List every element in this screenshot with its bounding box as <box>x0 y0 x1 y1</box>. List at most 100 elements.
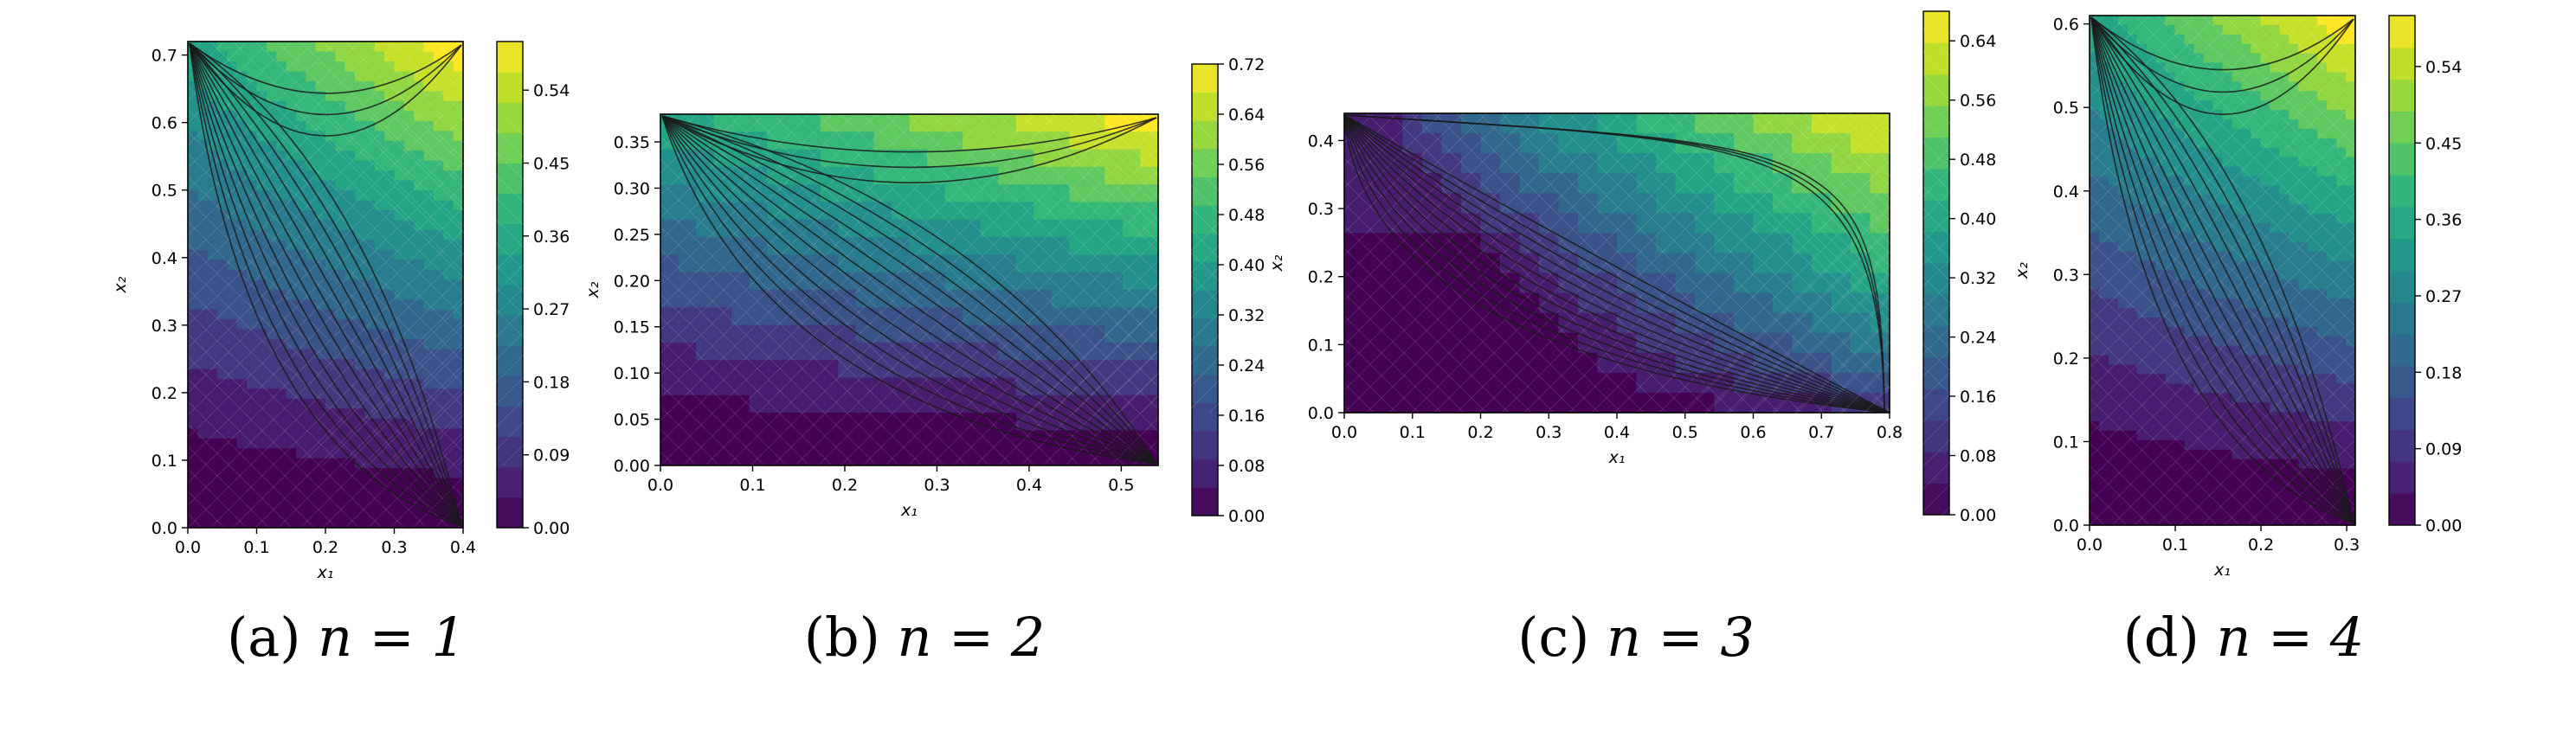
heat-cell <box>247 71 258 82</box>
heat-cell <box>1383 273 1404 294</box>
heat-cell <box>453 378 464 390</box>
heat-cell <box>2146 91 2157 101</box>
colorbar-band <box>1192 148 1218 178</box>
heat-cell <box>2127 383 2138 394</box>
heat-cell <box>2317 516 2328 526</box>
heat-cell <box>1441 332 1462 354</box>
heat-cell <box>927 184 946 203</box>
heat-cell <box>423 299 435 311</box>
heat-cell <box>1597 352 1618 374</box>
heat-cell <box>838 114 857 132</box>
heat-cell <box>2270 468 2280 479</box>
mesh-line <box>0 145 383 529</box>
heat-cell <box>1402 193 1423 214</box>
heat-cell <box>2117 214 2128 224</box>
heat-cell <box>2251 468 2261 479</box>
heat-cell <box>2117 317 2128 328</box>
heat-cell <box>403 80 415 92</box>
heat-cell <box>2241 270 2251 281</box>
heat-cell <box>227 260 238 271</box>
mesh-line <box>1816 112 2117 414</box>
heat-cell <box>2090 374 2100 384</box>
heat-cell <box>217 229 229 241</box>
heat-cell <box>749 202 768 221</box>
colorbar-tick-label: 0.16 <box>1228 407 1265 426</box>
heat-cell <box>1773 133 1794 154</box>
heat-cell <box>2165 402 2176 413</box>
heat-cell <box>374 488 385 499</box>
heat-cell <box>384 517 396 529</box>
heat-cell <box>247 111 258 122</box>
heat-cell <box>315 517 326 529</box>
heat-cell <box>364 289 376 300</box>
heat-cell <box>374 220 385 231</box>
heat-cell <box>2193 100 2205 111</box>
heat-cell <box>2336 195 2347 205</box>
heat-cell <box>1069 166 1088 185</box>
heat-cell <box>266 508 277 519</box>
heat-cell <box>980 131 999 151</box>
heat-cell <box>1597 133 1618 154</box>
heat-cell <box>2308 402 2318 413</box>
heat-cell <box>443 339 454 350</box>
heat-cell <box>2270 289 2280 299</box>
heat-cell <box>2098 383 2109 394</box>
heat-cell <box>414 51 425 62</box>
heat-cell <box>2146 270 2157 281</box>
mesh-line <box>0 41 428 469</box>
heat-cell <box>2184 147 2195 158</box>
heat-cell <box>2298 185 2309 196</box>
heat-cell <box>414 220 425 231</box>
heat-cell <box>2165 430 2176 441</box>
heat-cell <box>2203 72 2214 82</box>
heat-cell <box>306 240 317 251</box>
contour-line <box>1343 114 1890 414</box>
heat-cell <box>2136 119 2148 130</box>
heat-cell <box>266 279 277 291</box>
heat-cell <box>2184 16 2195 26</box>
heat-cell <box>2146 336 2157 347</box>
heat-cell <box>423 289 435 300</box>
heat-cell <box>2222 251 2233 262</box>
heat-cell <box>731 342 750 361</box>
heat-cell <box>891 377 911 396</box>
mesh-line <box>2336 15 2576 255</box>
heat-cell <box>256 279 267 291</box>
heat-cell <box>423 111 435 122</box>
heat-cell <box>767 447 786 466</box>
heat-cell <box>2241 364 2251 375</box>
heat-cell <box>838 166 857 185</box>
heat-cell <box>2127 260 2138 272</box>
heat-cell <box>1831 292 1852 314</box>
heat-cell <box>2260 374 2270 384</box>
heat-cell <box>2251 43 2261 55</box>
heat-cell <box>1773 292 1794 314</box>
heat-cell <box>2174 326 2186 337</box>
contour-line <box>1343 114 1890 414</box>
heat-cell <box>197 260 209 271</box>
colorbar-band <box>1923 452 1949 484</box>
heat-cell <box>423 378 435 390</box>
heat-cell <box>403 131 415 142</box>
heat-cell <box>453 240 464 251</box>
heat-cell <box>197 151 209 162</box>
mesh-line <box>29 41 518 529</box>
heat-cell <box>909 430 928 449</box>
heat-cell <box>2146 402 2157 413</box>
heat-cell <box>1383 233 1404 254</box>
heat-cell <box>306 428 317 439</box>
heat-cell <box>295 478 306 489</box>
heat-cell <box>355 478 366 489</box>
heat-cell <box>909 342 928 361</box>
heat-cell <box>2241 439 2251 451</box>
heat-cell <box>453 200 464 211</box>
heat-cell <box>1015 430 1034 449</box>
heat-cell <box>2193 364 2205 375</box>
heat-cell <box>696 131 715 151</box>
heat-cell <box>2346 62 2356 74</box>
heat-cell <box>2317 138 2328 149</box>
contour-line <box>2090 16 2354 524</box>
heat-cell <box>306 369 317 380</box>
heat-cell <box>678 307 697 326</box>
heat-cell <box>2146 412 2157 422</box>
